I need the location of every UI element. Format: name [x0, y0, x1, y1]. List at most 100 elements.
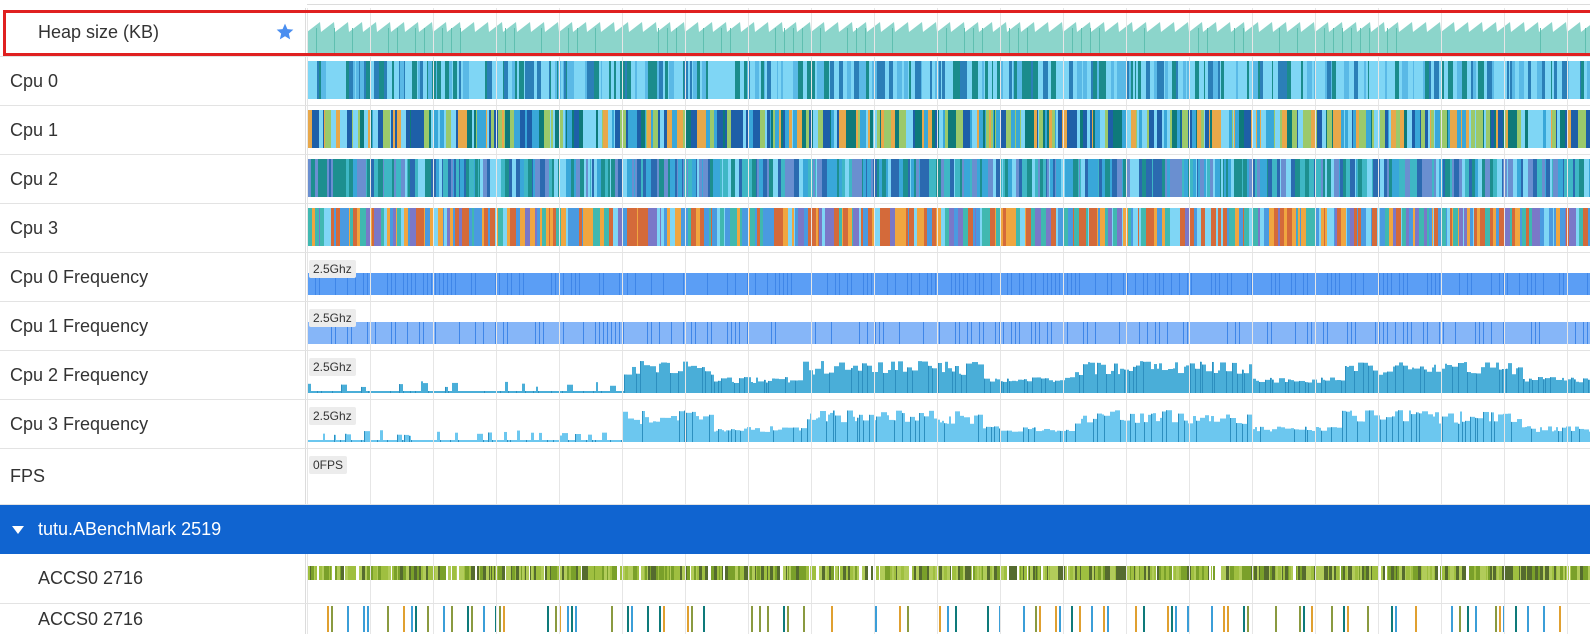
- trace-row-cpu2-frequency[interactable]: Cpu 2 Frequency 2.5Ghz: [0, 351, 1590, 400]
- cpu3-frequency-track[interactable]: 2.5Ghz: [307, 400, 1590, 448]
- grid-line: [874, 302, 875, 350]
- grid-line: [937, 351, 938, 399]
- grid-line: [1378, 449, 1379, 504]
- grid-line: [685, 554, 686, 603]
- grid-line: [1441, 449, 1442, 504]
- grid-line: [685, 8, 686, 56]
- trace-row-cpu0-frequency[interactable]: Cpu 0 Frequency 2.5Ghz: [0, 253, 1590, 302]
- heap-track[interactable]: [307, 8, 1590, 56]
- grid-line: [559, 155, 560, 203]
- trace-row-fps[interactable]: FPS 0FPS: [0, 449, 1590, 505]
- grid-line: [496, 204, 497, 252]
- trace-row-cpu3-frequency[interactable]: Cpu 3 Frequency 2.5Ghz: [0, 400, 1590, 449]
- grid-line: [1315, 155, 1316, 203]
- grid-line: [685, 604, 686, 634]
- grid-line: [433, 106, 434, 154]
- cpu1-track[interactable]: [307, 106, 1590, 154]
- grid-line: [307, 57, 308, 105]
- grid-line: [1063, 554, 1064, 603]
- cpu3-track[interactable]: [307, 204, 1590, 252]
- grid-line: [1000, 155, 1001, 203]
- grid-line: [1441, 351, 1442, 399]
- thread-track[interactable]: [307, 554, 1590, 603]
- grid-line: [1504, 253, 1505, 301]
- grid-line: [685, 449, 686, 504]
- grid-line: [370, 449, 371, 504]
- grid-line: [1189, 449, 1190, 504]
- grid-line: [622, 8, 623, 56]
- cpu2-frequency-track[interactable]: 2.5Ghz: [307, 351, 1590, 399]
- grid-line: [370, 554, 371, 603]
- grid-line: [622, 253, 623, 301]
- grid-line: [811, 204, 812, 252]
- grid-line: [685, 57, 686, 105]
- grid-line: [1252, 351, 1253, 399]
- grid-line: [1063, 302, 1064, 350]
- grid-line: [307, 302, 308, 350]
- thread-row[interactable]: ACCS0 2716: [0, 554, 1590, 604]
- cpu2-track[interactable]: [307, 155, 1590, 203]
- caret-down-icon[interactable]: [12, 525, 24, 534]
- grid-line: [1063, 57, 1064, 105]
- grid-line: [1126, 253, 1127, 301]
- star-icon[interactable]: [275, 22, 295, 42]
- grid-line: [1504, 106, 1505, 154]
- fps-track[interactable]: 0FPS: [307, 449, 1590, 504]
- grid-line: [1000, 57, 1001, 105]
- cpu0-track[interactable]: [307, 57, 1590, 105]
- grid-line: [496, 351, 497, 399]
- trace-row-cpu3[interactable]: Cpu 3: [0, 204, 1590, 253]
- grid-line: [559, 604, 560, 634]
- trace-row-cpu1-frequency[interactable]: Cpu 1 Frequency 2.5Ghz: [0, 302, 1590, 351]
- grid-line: [559, 554, 560, 603]
- grid-line: [748, 57, 749, 105]
- grid-line: [685, 204, 686, 252]
- thread-row[interactable]: ACCS0 2716: [0, 604, 1590, 634]
- grid-line: [496, 8, 497, 56]
- thread-track[interactable]: [307, 604, 1590, 634]
- grid-line: [559, 57, 560, 105]
- trace-row-heap[interactable]: Heap size (KB): [0, 8, 1590, 57]
- grid-line: [1126, 302, 1127, 350]
- grid-line: [685, 253, 686, 301]
- grid-line: [874, 155, 875, 203]
- trace-row-cpu1[interactable]: Cpu 1: [0, 106, 1590, 155]
- grid-line: [685, 351, 686, 399]
- grid-line: [811, 106, 812, 154]
- grid-line: [622, 106, 623, 154]
- grid-line: [1252, 57, 1253, 105]
- grid-line: [1126, 554, 1127, 603]
- thread-label: ACCS0 2716: [0, 554, 306, 603]
- cpu0-frequency-track[interactable]: 2.5Ghz: [307, 253, 1590, 301]
- grid-line: [1504, 604, 1505, 634]
- grid-line: [1000, 554, 1001, 603]
- grid-line: [748, 449, 749, 504]
- cpu1-frequency-track[interactable]: 2.5Ghz: [307, 302, 1590, 350]
- grid-line: [1441, 554, 1442, 603]
- trace-row-label: Cpu 1 Frequency: [0, 302, 306, 350]
- grid-line: [1189, 106, 1190, 154]
- grid-line: [1567, 400, 1568, 448]
- grid-line: [1567, 8, 1568, 56]
- grid-line: [622, 302, 623, 350]
- grid-line: [685, 155, 686, 203]
- grid-line: [874, 253, 875, 301]
- grid-line: [1567, 106, 1568, 154]
- trace-row-cpu0[interactable]: Cpu 0: [0, 57, 1590, 106]
- grid-line: [370, 155, 371, 203]
- grid-line: [937, 57, 938, 105]
- grid-line: [622, 604, 623, 634]
- grid-line: [1126, 449, 1127, 504]
- grid-line: [307, 8, 308, 56]
- grid-line: [559, 253, 560, 301]
- trace-row-cpu2[interactable]: Cpu 2: [0, 155, 1590, 204]
- grid-line: [1567, 351, 1568, 399]
- grid-line: [307, 155, 308, 203]
- grid-line: [1441, 400, 1442, 448]
- grid-line: [811, 302, 812, 350]
- trace-row-label: Cpu 3 Frequency: [0, 400, 306, 448]
- grid-line: [811, 351, 812, 399]
- grid-line: [1189, 155, 1190, 203]
- grid-line: [1063, 106, 1064, 154]
- process-row[interactable]: tutu.ABenchMark 2519: [0, 505, 1590, 554]
